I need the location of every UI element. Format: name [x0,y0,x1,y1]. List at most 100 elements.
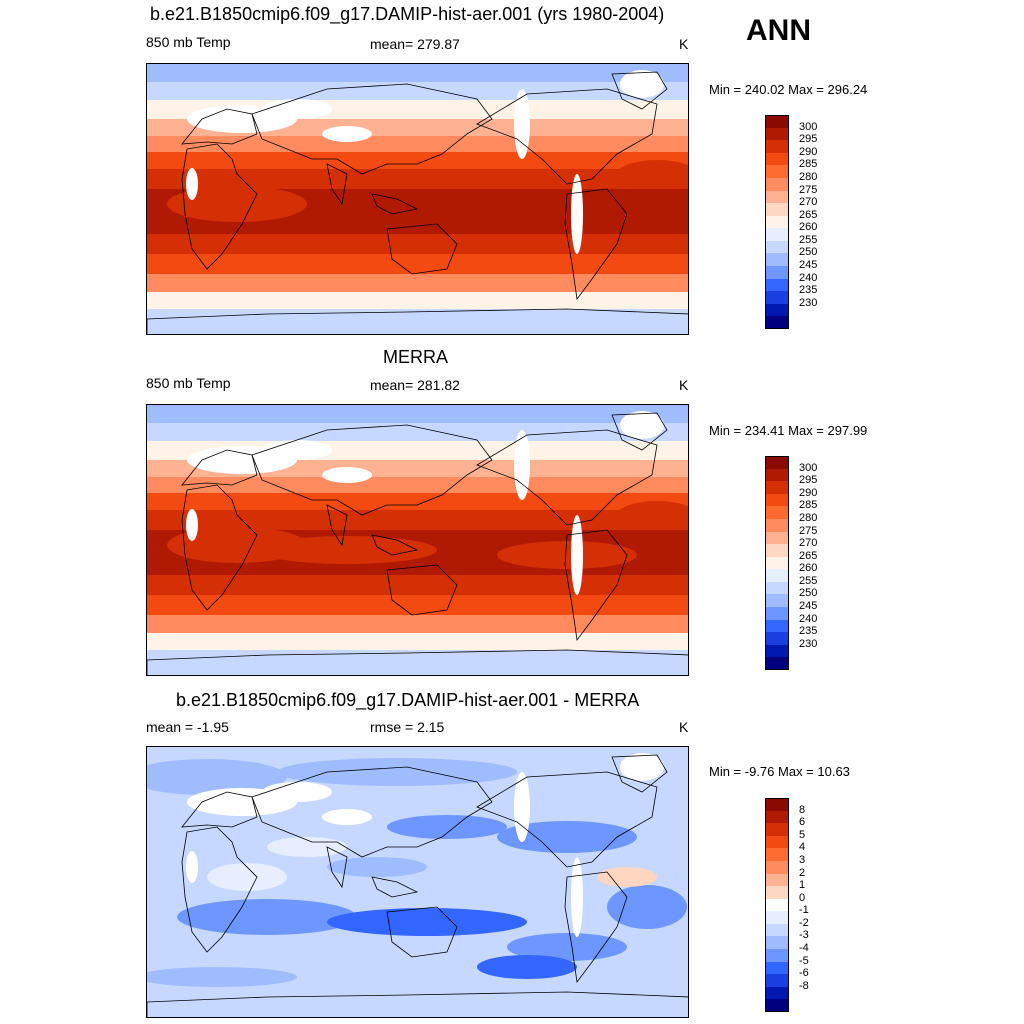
colorbar-tick-label: 300 [799,120,818,133]
map-anomaly-region [207,863,287,891]
map-temperature-band [147,510,688,530]
map-missing-terrain [186,509,198,541]
colorbar-tick-label: 230 [799,296,818,309]
colorbar-swatch [765,165,789,179]
map-temperature-band [147,650,688,675]
map-anomaly-region [597,867,657,887]
colorbar-tick-label: 255 [799,574,818,587]
map-coastline [371,534,419,556]
colorbar-tick-label: -8 [799,979,809,992]
map-coastline [611,412,668,451]
map-anomaly-region [497,821,637,853]
map-coastline [386,223,458,275]
map-warm-core [257,536,437,564]
map-missing-terrain [322,467,372,483]
colorbar-swatch [765,303,789,317]
map-coastline [476,771,658,868]
colorbar-swatch [765,923,789,937]
map-coastline [371,193,419,215]
colorbar-swatch [765,607,789,621]
colorbar-swatch [765,278,789,292]
map-anomaly-region [147,967,297,987]
colorbar-swatch [765,632,789,646]
panel2-units: K [679,377,689,393]
colorbar-swatch [765,619,789,633]
colorbar-tick-label: 235 [799,625,818,638]
colorbar-tick-label: 240 [799,612,818,625]
panel1-colorbar: 300 295 290 285 280 275 270 265 260 255 250 245 240 2… [765,115,817,330]
panel3-units: K [679,719,689,735]
colorbar-swatch [765,291,789,305]
colorbar-outline [765,115,789,329]
colorbar-swatch [765,316,789,330]
panel1-minmax: Min = 240.02 Max = 296.24 [709,82,868,97]
colorbar-swatch [765,594,789,608]
colorbar-swatch [765,848,789,862]
panel3-map-svg [147,747,688,1017]
map-temperature-band [147,477,688,493]
colorbar-tick-label: -3 [799,929,809,942]
map-anomaly-region [607,885,687,929]
map-warm-core [617,501,688,529]
colorbar-tick-label: 245 [799,600,818,613]
panel3-minmax: Min = -9.76 Max = 10.63 [709,764,850,779]
colorbar-swatch [765,999,789,1013]
map-missing-terrain [322,809,372,825]
colorbar-tick-label: 3 [799,853,806,866]
map-temperature-band [147,152,688,169]
map-temperature-band [147,423,688,441]
colorbar-tick-label: -4 [799,942,809,955]
panel2-left-label: 850 mb Temp [146,375,231,391]
map-coastline [181,449,258,486]
map-anomaly-region [177,899,357,935]
colorbar-tick-label: 240 [799,271,818,284]
colorbar-swatch [765,581,789,595]
map-missing-terrain [186,851,198,883]
colorbar-swatch [765,456,789,469]
map-coastline [147,308,688,334]
panel1-map-svg [147,64,688,334]
colorbar-swatch [765,468,789,482]
colorbar-swatch [765,240,789,254]
map-temperature-band [147,292,688,309]
map-temperature-band [147,82,688,100]
colorbar-swatch [765,203,789,217]
colorbar-swatch [765,898,789,912]
colorbar-swatch [765,556,789,570]
colorbar-swatch [765,873,789,887]
colorbar-swatch [765,266,789,280]
map-warm-core [497,541,637,569]
colorbar-swatch [765,949,789,963]
map-missing-terrain [514,772,530,842]
colorbar-tick-label: 265 [799,549,818,562]
map-missing-terrain [514,430,530,500]
map-missing-terrain [322,126,372,142]
colorbar-tick-label: 250 [799,246,818,259]
map-temperature-band [147,169,688,189]
colorbar-swatch [765,115,789,128]
map-coastline [386,564,458,616]
colorbar-tick-label: 2 [799,866,806,879]
map-coastline [326,163,348,206]
season-label: ANN [746,14,811,47]
colorbar-tick-label: 295 [799,133,818,146]
map-anomaly-region [477,955,577,979]
panel3-title: b.e21.B1850cmip6.f09_g17.DAMIP-hist-aer.… [176,690,640,710]
map-temperature-band [147,575,688,595]
map-missing-terrain [620,753,664,781]
panel2-map [146,404,689,676]
map-coastline [611,754,668,793]
colorbar-tick-label: 4 [799,841,806,854]
map-coastline [181,143,258,270]
colorbar-swatch [765,860,789,874]
map-missing-terrain [262,99,332,119]
map-temperature-band [147,64,688,82]
map-temperature-band [147,274,688,292]
colorbar-tick-label: 275 [799,183,818,196]
map-temperature-band [147,136,688,152]
map-coastline [251,83,493,175]
map-coastline [147,991,688,1017]
colorbar-tick-label: 300 [799,461,818,474]
panel3-rmse-label: rmse = 2.15 [370,719,445,735]
colorbar-swatch [765,569,789,583]
